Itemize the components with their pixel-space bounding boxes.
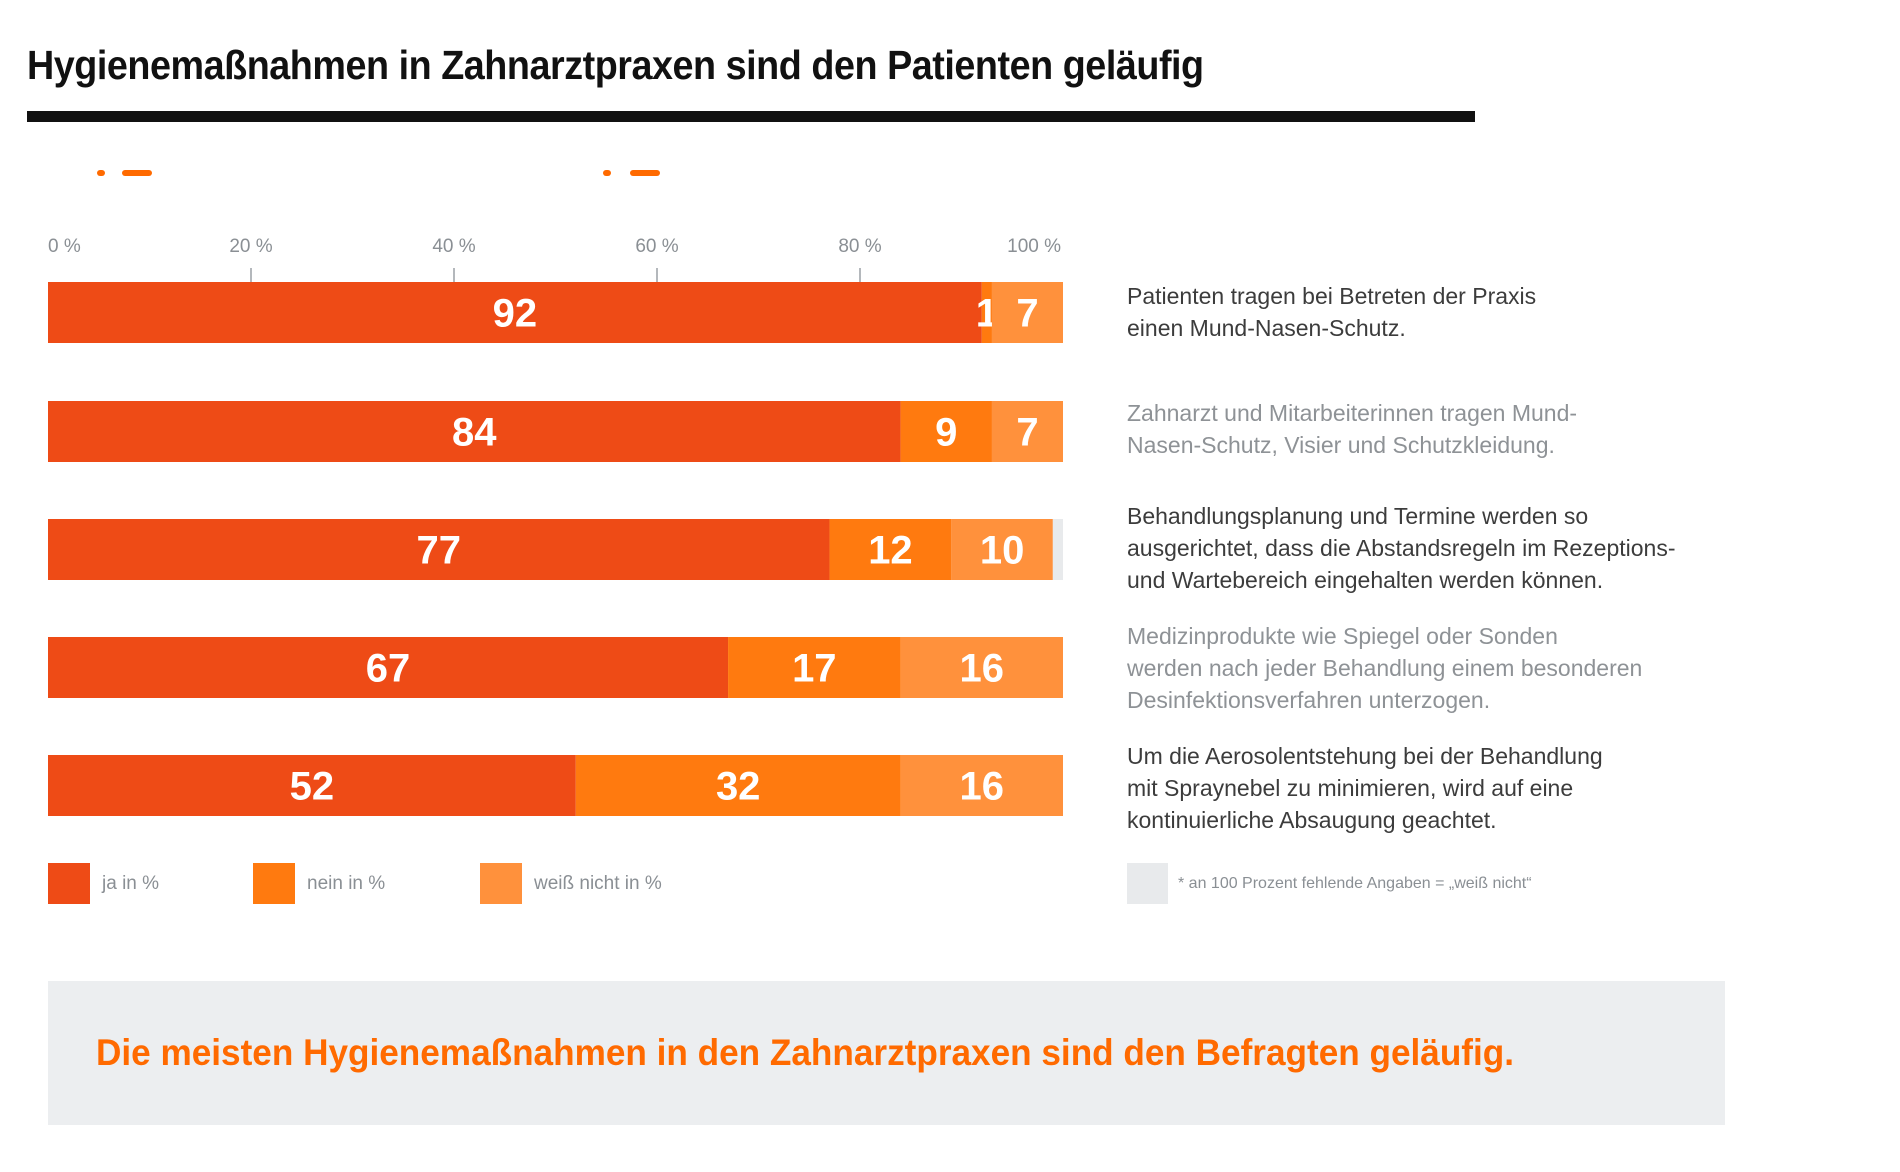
bar-description: Zahnarzt und Mitarbeiterinnen tragen Mun…	[1127, 397, 1847, 461]
bar-segment-weiss-nicht	[991, 401, 1063, 462]
bar-segment-weiss-nicht	[900, 755, 1063, 816]
decorative-mark	[603, 170, 611, 176]
bar-segment-ja	[48, 401, 901, 462]
bar-segment-nein	[575, 755, 901, 816]
data-label: 52	[290, 765, 335, 809]
x-tick-label: 20 %	[229, 236, 272, 257]
bar-description: Behandlungsplanung und Termine werden so…	[1127, 500, 1847, 596]
x-tick-label: 80 %	[838, 236, 881, 257]
description-line: Medizinprodukte wie Spiegel oder Sonden	[1127, 623, 1558, 649]
data-label: 92	[493, 292, 538, 336]
summary-banner: Die meisten Hygienemaßnahmen in den Zahn…	[48, 981, 1725, 1125]
x-tick-label: 60 %	[635, 236, 678, 257]
data-label: 12	[868, 529, 913, 573]
decorative-mark	[122, 170, 152, 176]
x-tick-label: 0 %	[48, 236, 81, 257]
description-line: Um die Aerosolentstehung bei der Behandl…	[1127, 743, 1603, 769]
description-line: Zahnarzt und Mitarbeiterinnen tragen Mun…	[1127, 400, 1578, 426]
legend-swatch-weiss-nicht	[480, 863, 522, 904]
x-tick-label: 40 %	[432, 236, 475, 257]
footnote: * an 100 Prozent fehlende Angaben = „wei…	[1127, 863, 1532, 904]
data-label: 32	[716, 765, 761, 809]
bar-segment-missing	[1052, 519, 1063, 580]
description-line: kontinuierliche Absaugung geachtet.	[1127, 807, 1497, 833]
description-line: Behandlungsplanung und Termine werden so	[1127, 503, 1589, 529]
data-label: 77	[417, 529, 462, 573]
legend-item-weiss-nicht: weiß nicht in %	[480, 863, 662, 904]
description-line: Desinfektionsverfahren unterzogen.	[1127, 687, 1491, 713]
bar-segment-nein	[981, 282, 992, 343]
data-label: 9	[935, 411, 957, 455]
legend-label: nein in %	[307, 872, 386, 894]
description-line: und Wartebereich eingehalten werden könn…	[1127, 567, 1604, 593]
bar-description: Um die Aerosolentstehung bei der Behandl…	[1127, 740, 1847, 836]
bar-segment-ja	[48, 637, 729, 698]
description-line: Nasen-Schutz, Visier und Schutzkleidung.	[1127, 432, 1555, 458]
bar-description: Medizinprodukte wie Spiegel oder Sonden w…	[1127, 620, 1847, 716]
footnote-swatch	[1127, 863, 1168, 904]
legend-label: ja in %	[102, 872, 160, 894]
description-line: werden nach jeder Behandlung einem beson…	[1127, 655, 1643, 681]
legend-item-ja: ja in %	[48, 863, 159, 904]
bar-segment-weiss-nicht	[900, 637, 1063, 698]
decorative-mark	[630, 170, 660, 176]
data-label: 16	[960, 765, 1005, 809]
data-label: 67	[366, 647, 411, 691]
bar-segment-nein	[829, 519, 952, 580]
data-label: 7	[1016, 411, 1038, 455]
description-line: ausgerichtet, dass die Abstandsregeln im…	[1127, 535, 1676, 561]
legend-swatch-ja	[48, 863, 90, 904]
data-label: 84	[452, 411, 497, 455]
legend-item-nein: nein in %	[253, 863, 385, 904]
bar-segment-weiss-nicht	[951, 519, 1053, 580]
description-line: Patienten tragen bei Betreten der Praxis	[1127, 283, 1537, 309]
bar-description: Patienten tragen bei Betreten der Praxis…	[1127, 280, 1847, 344]
data-label: 7	[1016, 292, 1038, 336]
data-label: 17	[792, 647, 837, 691]
bar-segment-weiss-nicht	[991, 282, 1063, 343]
data-label: 16	[960, 647, 1005, 691]
bar-segment-ja	[48, 755, 576, 816]
data-label: 10	[980, 529, 1025, 573]
footnote-text: * an 100 Prozent fehlende Angaben = „wei…	[1178, 874, 1532, 892]
x-tick-label: 100 %	[1007, 236, 1061, 257]
bar-segment-nein	[728, 637, 901, 698]
description-line: einen Mund-Nasen-Schutz.	[1127, 315, 1406, 341]
chart-title: Hygienemaßnahmen in Zahnarztpraxen sind …	[27, 42, 1204, 88]
decorative-mark	[97, 170, 105, 176]
legend-label: weiß nicht in %	[534, 872, 662, 894]
legend-swatch-nein	[253, 863, 295, 904]
description-line: mit Spraynebel zu minimieren, wird auf e…	[1127, 775, 1574, 801]
bar-segment-ja	[48, 282, 982, 343]
bar-segment-nein	[900, 401, 992, 462]
summary-text: Die meisten Hygienemaßnahmen in den Zahn…	[96, 1032, 1515, 1073]
bar-segment-ja	[48, 519, 830, 580]
title-underline	[27, 111, 1475, 122]
